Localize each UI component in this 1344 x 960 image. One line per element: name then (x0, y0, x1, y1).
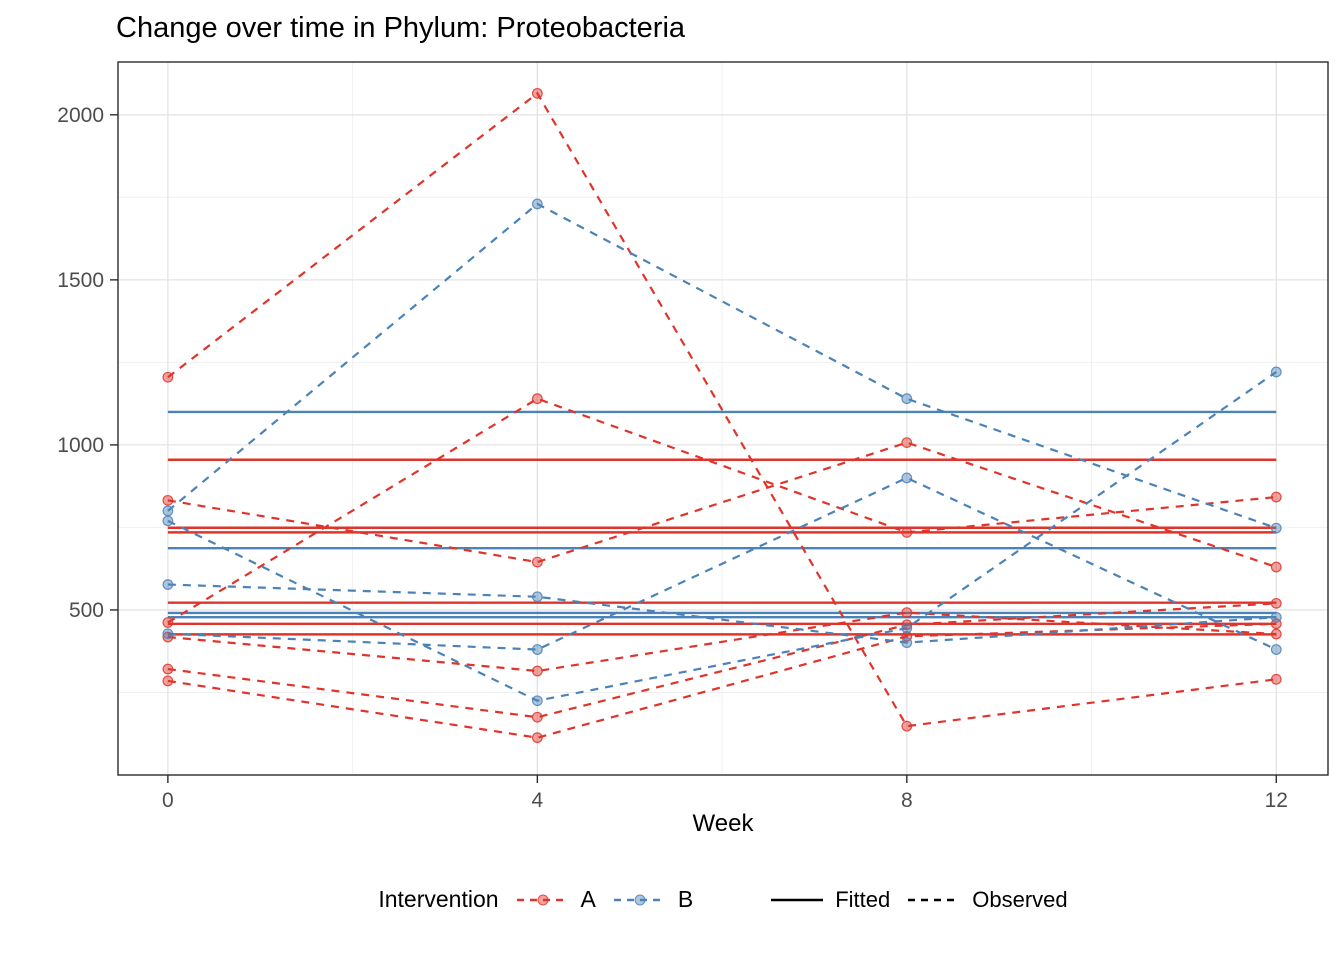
legend-spacer (709, 899, 753, 900)
data-point-B (901, 393, 913, 405)
x-axis-tick-label: 0 (162, 789, 174, 812)
legend-linetype-label: Observed (972, 886, 1068, 912)
data-point-B (1270, 366, 1282, 378)
data-point-A (1270, 673, 1282, 685)
legend-key-line (771, 898, 824, 901)
data-point-A (1270, 628, 1282, 640)
panel-background (118, 62, 1328, 775)
data-point-B (901, 472, 913, 484)
data-point-B (1270, 522, 1282, 534)
y-axis-tick-label: 1000 (57, 434, 104, 457)
data-point-A (1270, 597, 1282, 609)
data-point-A (162, 675, 174, 687)
y-axis-tick-label: 500 (69, 599, 104, 622)
legend-item-group-b: B (612, 886, 693, 913)
data-point-B (1270, 611, 1282, 623)
data-point-A (1270, 491, 1282, 503)
data-point-B (162, 628, 174, 640)
data-point-A (162, 617, 174, 628)
data-point-A (162, 371, 174, 383)
panel-border (117, 61, 1329, 776)
observed-line-B (167, 476, 1277, 651)
legend-key-line (908, 898, 961, 901)
observed-line-B (167, 371, 1277, 702)
observed-line-A (167, 602, 1277, 719)
legend-title: Intervention (378, 886, 499, 912)
data-point-A (901, 526, 913, 538)
chart-title: Change over time in Phylum: Proteobacter… (116, 12, 686, 44)
y-axis-tick-label: 1500 (57, 269, 104, 292)
data-point-B (531, 591, 543, 603)
data-point-B (901, 622, 913, 634)
data-point-B (162, 579, 174, 590)
data-point-A (162, 494, 174, 506)
observed-line-B (167, 202, 1277, 530)
observed-line-A (167, 611, 1277, 673)
data-point-A (162, 663, 174, 675)
data-point-B (1270, 644, 1282, 655)
data-point-A (901, 437, 913, 448)
observed-line-A (167, 441, 1277, 569)
legend-linetype-label: Fitted (835, 886, 891, 912)
legend: Intervention A B Fitted Observed (118, 886, 1328, 913)
data-point-B (531, 695, 543, 707)
data-point-B (531, 644, 543, 655)
legend-item-linetype-fitted: Fitted (769, 887, 890, 913)
data-point-A (901, 607, 913, 618)
data-point-B (162, 515, 174, 527)
data-point-A (531, 87, 543, 99)
x-axis-tick-label: 8 (901, 789, 913, 812)
legend-item-group-a: A (515, 886, 596, 913)
data-point-B (901, 637, 913, 649)
legend-group-label: B (677, 886, 694, 912)
data-point-A (531, 556, 543, 568)
observed-line-A (167, 397, 1277, 624)
x-axis-title: Week (692, 810, 754, 837)
legend-group-label: A (580, 886, 596, 912)
x-axis-tick-label: 4 (531, 789, 543, 812)
data-point-A (531, 665, 543, 677)
data-point-A (1270, 561, 1282, 573)
data-point-A (162, 631, 174, 643)
data-point-A (531, 732, 543, 744)
x-axis-tick-label: 12 (1265, 789, 1288, 812)
data-point-A (531, 711, 543, 723)
observed-line-A (167, 91, 1277, 728)
plot-panel: 500 1000 1500 2000 0 4 8 12 (57, 61, 1329, 812)
legend-key-point-line (516, 894, 569, 905)
observed-line-B (167, 583, 1277, 644)
data-point-A (901, 720, 913, 732)
data-point-B (162, 505, 174, 517)
legend-key-point-line (613, 894, 666, 905)
data-point-A (531, 393, 543, 405)
data-point-B (531, 198, 543, 210)
observed-line-A (167, 622, 1277, 739)
y-axis-tick-label: 2000 (57, 104, 104, 127)
legend-item-linetype-observed: Observed (906, 886, 1068, 913)
data-point-A (901, 619, 913, 631)
